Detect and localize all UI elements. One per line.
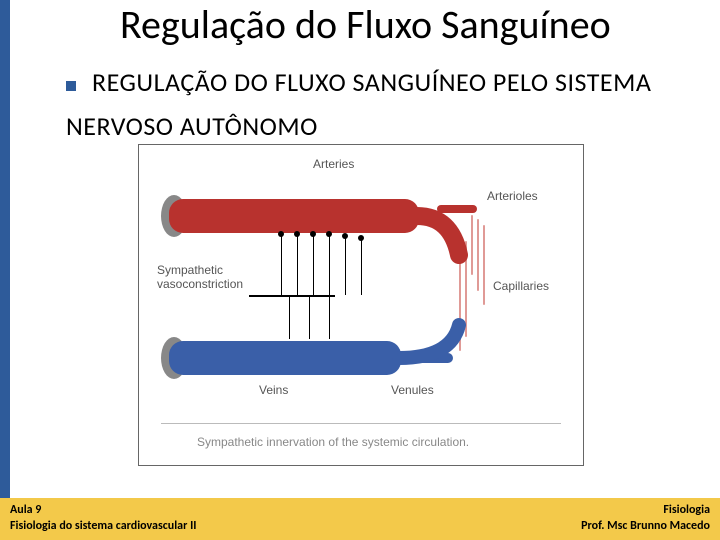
nerve-branch-up [361, 239, 362, 295]
ganglion-icon [294, 231, 300, 237]
nerve-branch-down [309, 295, 310, 339]
footer: Aula 9 Fisiologia do sistema cardiovascu… [0, 498, 720, 540]
left-sidebar [0, 0, 10, 540]
nerve-branch-up [281, 235, 282, 295]
footer-course: Fisiologia [581, 503, 710, 519]
divider-line [161, 423, 561, 424]
nerve-branch-down [329, 295, 330, 339]
arteriole [437, 205, 477, 213]
slide-title: Regulação do Fluxo Sanguíneo [120, 0, 611, 49]
capillary-line [471, 215, 473, 275]
ganglion-icon [342, 233, 348, 239]
vein [169, 341, 401, 375]
ganglion-icon [358, 235, 364, 241]
diagram: Arteries Arterioles Capillaries Venules … [138, 144, 584, 466]
nerve-branch-up [345, 237, 346, 295]
ganglion-icon [278, 231, 284, 237]
nerve-branch-up [329, 235, 330, 295]
label-capillaries: Capillaries [493, 279, 549, 293]
capillary-line [477, 219, 479, 291]
bullet-square-icon [66, 81, 76, 91]
nerve-branch-down [289, 295, 290, 339]
label-arteries: Arteries [313, 157, 354, 171]
slide: Regulação do Fluxo Sanguíneo REGULAÇÃO D… [0, 0, 720, 540]
venule [395, 353, 453, 363]
diagram-caption: Sympathetic innervation of the systemic … [197, 435, 469, 449]
artery [169, 199, 419, 233]
label-sympathetic: Sympathetic vasoconstriction [157, 263, 243, 291]
capillary-line [483, 225, 485, 305]
label-venules: Venules [391, 383, 434, 397]
bullet-text-2: NERVOSO AUTÔNOMO [66, 110, 318, 142]
nerve-branch-up [297, 235, 298, 295]
footer-professor: Prof. Msc Brunno Macedo [581, 519, 710, 535]
bullet-line-1: REGULAÇÃO DO FLUXO SANGUÍNEO PELO SISTEM… [66, 66, 651, 98]
capillary-line [459, 255, 461, 351]
label-arterioles: Arterioles [487, 189, 538, 203]
ganglion-icon [310, 231, 316, 237]
footer-right: Fisiologia Prof. Msc Brunno Macedo [581, 503, 710, 534]
bullet-text-1: REGULAÇÃO DO FLUXO SANGUÍNEO PELO SISTEM… [92, 66, 651, 98]
diagram-inner: Arteries Arterioles Capillaries Venules … [139, 145, 583, 465]
capillary-line [465, 241, 467, 337]
nerve-trunk [249, 295, 335, 297]
ganglion-icon [326, 231, 332, 237]
label-veins: Veins [259, 383, 288, 397]
footer-left: Aula 9 Fisiologia do sistema cardiovascu… [10, 503, 196, 534]
footer-lecture-title: Fisiologia do sistema cardiovascular II [10, 519, 196, 535]
nerve-branch-up [313, 235, 314, 295]
footer-lecture-number: Aula 9 [10, 503, 196, 519]
